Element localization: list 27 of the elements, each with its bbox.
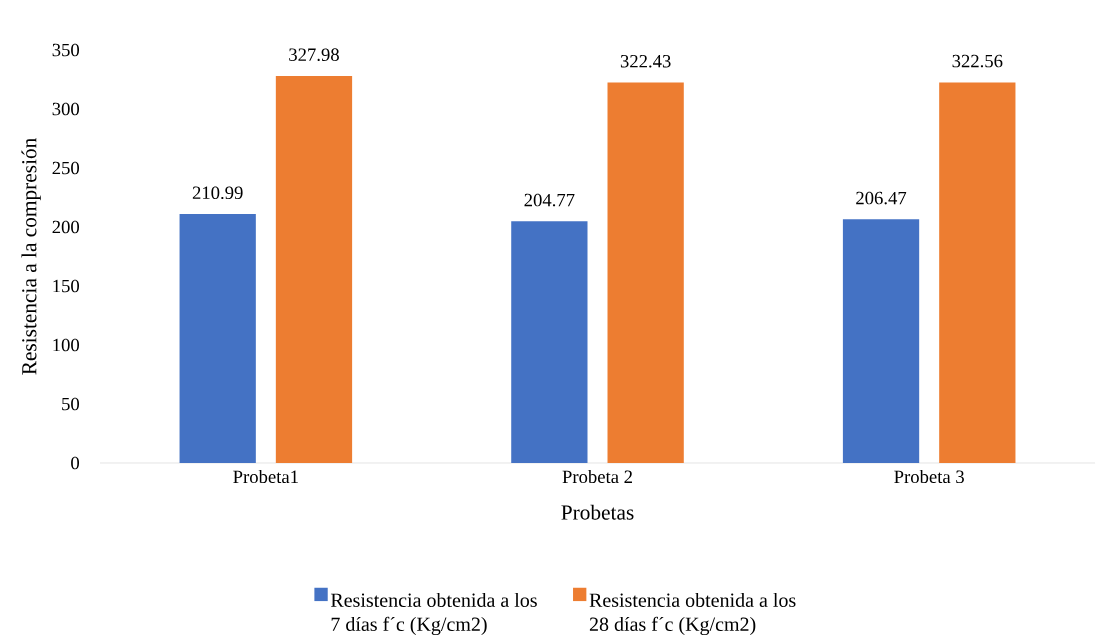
data-label: 322.56 xyxy=(952,54,1003,68)
legend-label: Resistencia obtenida a los 7 días f´c (Kg/cm2) xyxy=(330,592,537,636)
data-label: 210.99 xyxy=(192,186,243,200)
y-tick-label: 250 xyxy=(52,161,80,175)
y-axis-title: Resistencia a la compresión xyxy=(21,138,41,375)
bar xyxy=(275,75,353,463)
bar xyxy=(179,214,256,463)
bar xyxy=(842,219,920,463)
y-tick-label: 150 xyxy=(53,279,80,293)
data-label: 206.47 xyxy=(856,191,907,205)
legend-label: Resistencia obtenida a los 28 días f´c (Kg/cm2) xyxy=(589,592,796,636)
x-tick-label: Probeta1 xyxy=(233,469,298,484)
y-tick-label: 200 xyxy=(52,220,80,234)
data-label: 322.43 xyxy=(620,54,671,68)
x-tick-label: Probeta 3 xyxy=(894,469,964,484)
x-tick-label: Probeta 2 xyxy=(562,469,632,484)
y-tick-label: 50 xyxy=(62,397,80,411)
x-axis-title: Probetas xyxy=(561,504,634,520)
bar xyxy=(939,82,1016,463)
bar xyxy=(511,221,588,463)
y-tick-label: 300 xyxy=(52,102,80,116)
data-label: 204.77 xyxy=(524,193,575,207)
y-tick-label: 350 xyxy=(52,43,80,57)
y-tick-label: 100 xyxy=(53,338,80,352)
y-tick-label: 0 xyxy=(71,456,80,470)
bar xyxy=(607,82,684,463)
data-label: 327.98 xyxy=(289,48,339,62)
